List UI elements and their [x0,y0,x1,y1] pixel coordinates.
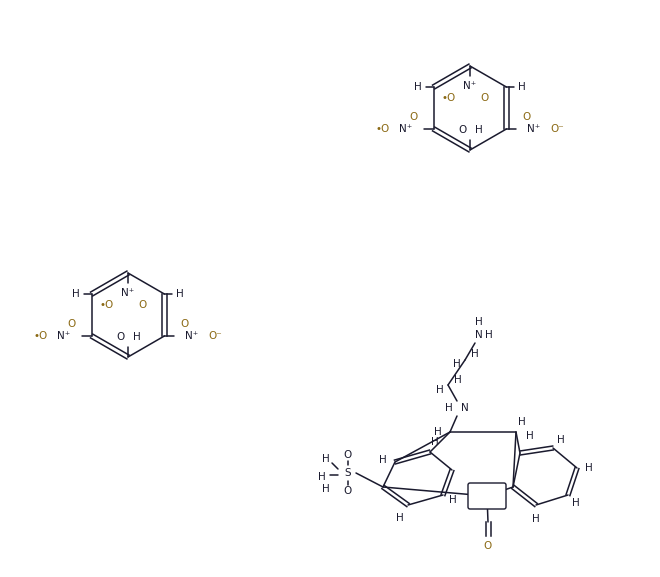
Text: H: H [519,82,526,92]
Text: N⁺: N⁺ [185,331,199,341]
Text: N: N [461,403,469,413]
Text: O: O [480,93,488,103]
Text: •O: •O [376,124,389,134]
Text: H: H [557,435,565,445]
Text: H: H [485,330,493,340]
Text: H: H [322,454,330,464]
Text: H: H [518,417,526,427]
Text: H: H [453,359,461,369]
Text: O⁻: O⁻ [209,331,222,341]
Text: O: O [459,125,467,135]
Text: Abs: Abs [478,491,496,501]
Text: O: O [409,112,418,122]
Text: •O: •O [34,331,48,341]
Text: H: H [526,431,534,441]
Text: H: H [434,427,442,437]
Text: O: O [180,319,189,329]
Text: H: H [379,455,387,465]
Text: H: H [471,349,479,359]
Text: O: O [344,450,352,460]
Text: H: H [72,289,79,299]
Text: H: H [436,385,444,395]
Text: H: H [414,82,422,92]
Text: H: H [318,472,326,482]
Text: N⁺: N⁺ [57,331,71,341]
Text: O: O [67,319,76,329]
Text: O: O [344,486,352,496]
Text: O: O [117,332,125,342]
Text: H: H [322,484,330,494]
Text: O: O [484,541,492,551]
Text: N: N [475,330,482,340]
Text: O: O [138,300,147,310]
Text: H: H [532,514,540,524]
Text: H: H [449,495,457,505]
Text: H: H [475,125,482,135]
Text: H: H [431,437,439,447]
Text: H: H [585,463,593,473]
Text: O⁻: O⁻ [550,124,564,134]
Text: H: H [176,289,184,299]
Text: H: H [454,375,462,385]
Text: •O: •O [442,93,456,103]
Text: N⁺: N⁺ [121,288,135,298]
Text: O: O [522,112,531,122]
Text: H: H [446,403,453,413]
Text: N⁺: N⁺ [527,124,541,134]
Text: H: H [133,332,141,342]
Text: H: H [475,317,483,327]
Text: H: H [572,498,580,508]
Text: N⁺: N⁺ [399,124,412,134]
Text: H: H [396,513,404,523]
Text: •O: •O [100,300,114,310]
FancyBboxPatch shape [468,483,506,509]
Text: S: S [345,468,351,478]
Text: N⁺: N⁺ [463,81,477,91]
